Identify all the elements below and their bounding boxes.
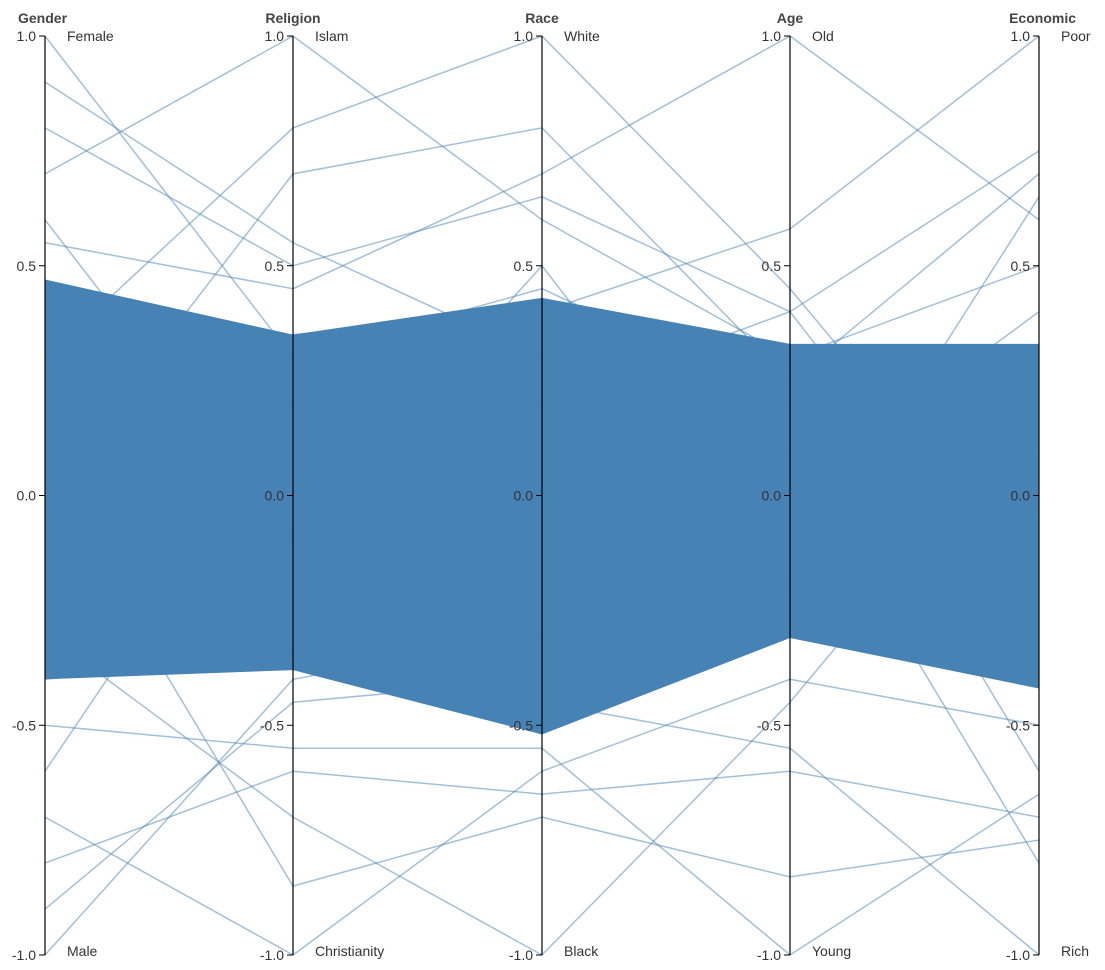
bottom-category-label: Male: [67, 943, 98, 959]
tick-label: 0.5: [1011, 258, 1031, 274]
tick-label: -1.0: [509, 947, 533, 963]
axis-title: Race: [525, 10, 559, 26]
tick-label: 0.5: [17, 258, 37, 274]
bottom-category-label: Rich: [1061, 943, 1089, 959]
axis-title: Economic: [1009, 10, 1076, 26]
tick-label: -0.5: [509, 717, 533, 733]
tick-label: 1.0: [1011, 28, 1031, 44]
top-category-label: Old: [812, 28, 834, 44]
tick-label: 0.0: [514, 488, 534, 504]
axis-race: 1.0 0.5 0.0 -0.5 -1.0 Race White Black: [509, 10, 600, 963]
tick-label: -1.0: [757, 947, 781, 963]
tick-label: 1.0: [265, 28, 285, 44]
axes-layer: 1.0 0.5 0.0 -0.5 -1.0 Gender Female Male 1.0 0.5 0…: [12, 10, 1091, 963]
bottom-category-label: Black: [564, 943, 599, 959]
tick-label: 0.5: [762, 258, 782, 274]
tick-label: 1.0: [17, 28, 37, 44]
axis-title: Age: [777, 10, 804, 26]
tick-label: -0.5: [757, 717, 781, 733]
bottom-category-label: Young: [812, 943, 851, 959]
tick-label: -0.5: [1006, 717, 1030, 733]
tick-label: -1.0: [12, 947, 36, 963]
axis-age: 1.0 0.5 0.0 -0.5 -1.0 Age Old Young: [757, 10, 851, 963]
top-category-label: Female: [67, 28, 114, 44]
tick-label: -1.0: [260, 947, 284, 963]
tick-label: -0.5: [12, 717, 36, 733]
tick-label: 0.5: [514, 258, 534, 274]
tick-label: 0.0: [1011, 488, 1031, 504]
tick-label: 0.5: [265, 258, 285, 274]
axis-title: Religion: [265, 10, 320, 26]
top-category-label: White: [564, 28, 600, 44]
tick-label: 0.0: [762, 488, 782, 504]
top-category-label: Islam: [315, 28, 348, 44]
tick-label: 0.0: [17, 488, 37, 504]
top-category-label: Poor: [1061, 28, 1091, 44]
axis-economic: 1.0 0.5 0.0 -0.5 -1.0 Economic Poor Rich: [1006, 10, 1091, 963]
tick-label: 1.0: [514, 28, 534, 44]
axis-gender: 1.0 0.5 0.0 -0.5 -1.0 Gender Female Male: [12, 10, 114, 963]
tick-label: 0.0: [265, 488, 285, 504]
tick-label: -1.0: [1006, 947, 1030, 963]
bottom-category-label: Christianity: [315, 943, 384, 959]
tick-label: -0.5: [260, 717, 284, 733]
tick-label: 1.0: [762, 28, 782, 44]
axis-title: Gender: [18, 10, 68, 26]
axis-religion: 1.0 0.5 0.0 -0.5 -1.0 Religion Islam Christiani…: [260, 10, 384, 963]
